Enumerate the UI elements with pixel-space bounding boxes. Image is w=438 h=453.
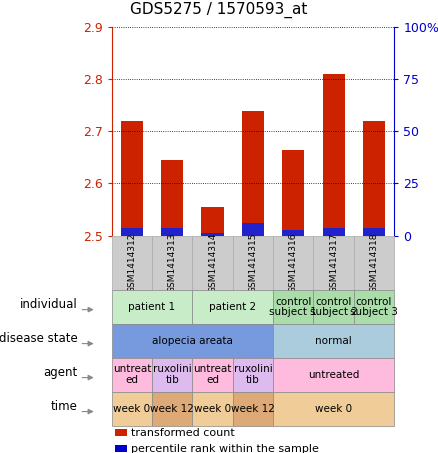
Bar (112, 290, 192, 324)
Text: GSM1414316: GSM1414316 (289, 232, 298, 293)
Bar (273, 290, 314, 324)
Bar (273, 324, 394, 358)
Bar (121, 228, 143, 236)
Bar (152, 358, 192, 392)
Bar (192, 392, 233, 426)
Text: GSM1414315: GSM1414315 (248, 232, 258, 293)
Text: GSM1414314: GSM1414314 (208, 232, 217, 293)
Text: individual: individual (20, 298, 77, 311)
Bar (363, 228, 385, 236)
Bar (282, 230, 304, 236)
Text: time: time (50, 400, 77, 413)
Text: GSM1414313: GSM1414313 (168, 232, 177, 293)
Bar (192, 236, 233, 290)
Bar (114, 429, 127, 436)
Bar (273, 392, 394, 426)
Bar (322, 228, 345, 236)
Bar (112, 358, 152, 392)
Text: agent: agent (43, 366, 77, 379)
Bar (112, 236, 152, 290)
Bar (201, 233, 224, 236)
Text: control
subject 2: control subject 2 (310, 297, 357, 317)
Text: ruxolini
tib: ruxolini tib (233, 365, 272, 385)
Bar (161, 160, 184, 236)
Text: patient 2: patient 2 (209, 302, 256, 312)
Bar (273, 358, 394, 392)
Bar (314, 290, 354, 324)
Text: untreat
ed: untreat ed (113, 365, 151, 385)
Bar (233, 392, 273, 426)
Text: untreated: untreated (308, 370, 359, 380)
Text: alopecia areata: alopecia areata (152, 336, 233, 346)
Bar (363, 121, 385, 236)
Text: percentile rank within the sample: percentile rank within the sample (131, 443, 319, 453)
Bar (242, 111, 264, 236)
Text: week 0: week 0 (315, 404, 352, 414)
Text: week 0: week 0 (194, 404, 231, 414)
Bar (354, 236, 394, 290)
Bar (121, 121, 143, 236)
Text: transformed count: transformed count (131, 428, 235, 438)
Text: untreat
ed: untreat ed (194, 365, 232, 385)
Text: disease state: disease state (0, 332, 77, 345)
Text: week 0: week 0 (113, 404, 150, 414)
Text: patient 1: patient 1 (128, 302, 176, 312)
Bar (354, 290, 394, 324)
Text: normal: normal (315, 336, 352, 346)
Text: week 12: week 12 (150, 404, 194, 414)
Bar (114, 445, 127, 452)
Text: GSM1414317: GSM1414317 (329, 232, 338, 293)
Text: ruxolini
tib: ruxolini tib (153, 365, 191, 385)
Text: GDS5275 / 1570593_at: GDS5275 / 1570593_at (131, 1, 307, 18)
Bar (112, 324, 273, 358)
Bar (192, 290, 273, 324)
Text: control
subject 3: control subject 3 (350, 297, 398, 317)
Text: week 12: week 12 (231, 404, 275, 414)
Bar (322, 74, 345, 236)
Bar (282, 149, 304, 236)
Bar (112, 392, 152, 426)
Bar (314, 236, 354, 290)
Text: control
subject 1: control subject 1 (269, 297, 317, 317)
Bar (192, 358, 233, 392)
Bar (152, 236, 192, 290)
Bar (201, 207, 224, 236)
Bar (233, 236, 273, 290)
Bar (273, 236, 314, 290)
Bar (161, 228, 184, 236)
Bar (152, 392, 192, 426)
Text: GSM1414318: GSM1414318 (370, 232, 378, 293)
Bar (233, 358, 273, 392)
Text: GSM1414312: GSM1414312 (127, 232, 136, 293)
Bar (242, 222, 264, 236)
